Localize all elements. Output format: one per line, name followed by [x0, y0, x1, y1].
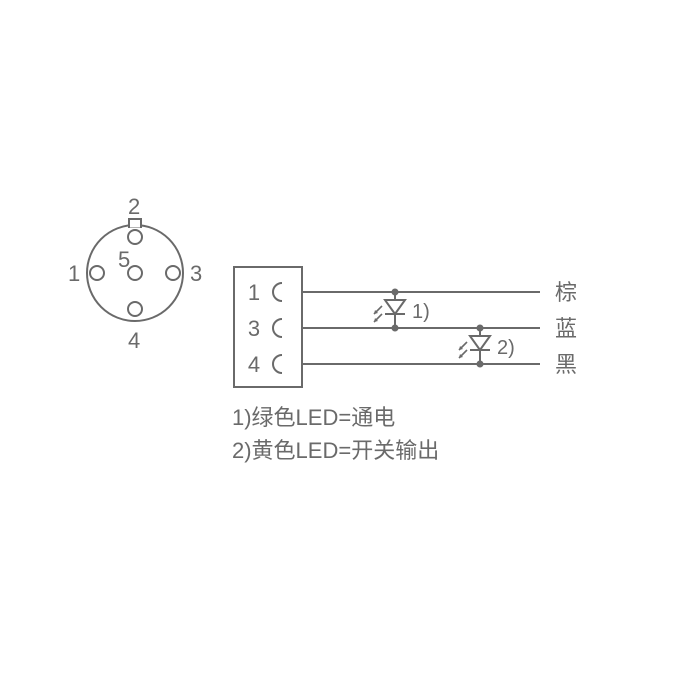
pin-label-5: 5: [118, 247, 130, 272]
wire-label-1: 棕: [555, 280, 577, 305]
pin-label-2: 2: [128, 194, 140, 219]
terminal-block: [234, 267, 302, 387]
terminal-num-4: 4: [248, 352, 260, 377]
wire-label-2: 蓝: [555, 316, 577, 341]
led-symbol-2: [459, 325, 490, 368]
note-line-1: 1)绿色LED=通电: [232, 405, 395, 430]
connector-pinout: [87, 219, 183, 321]
led-ref-1: 1): [412, 301, 430, 323]
terminal-num-1: 1: [248, 280, 260, 305]
terminal-num-3: 3: [248, 316, 260, 341]
pin-label-3: 3: [190, 261, 202, 286]
note-line-2: 2)黄色LED=开关输出: [232, 438, 439, 463]
wire-label-3: 黑: [555, 352, 577, 377]
led-symbol-1: [374, 289, 405, 332]
led-ref-2: 2): [497, 337, 515, 359]
pin-label-1: 1: [68, 261, 80, 286]
wiring-diagram: 1 2 3 4 5 1 3 4 棕蓝黑 1) 2) 1)绿色LED=通电 2)黄色LED=开关输出: [0, 0, 700, 700]
pin-label-4: 4: [128, 328, 140, 353]
